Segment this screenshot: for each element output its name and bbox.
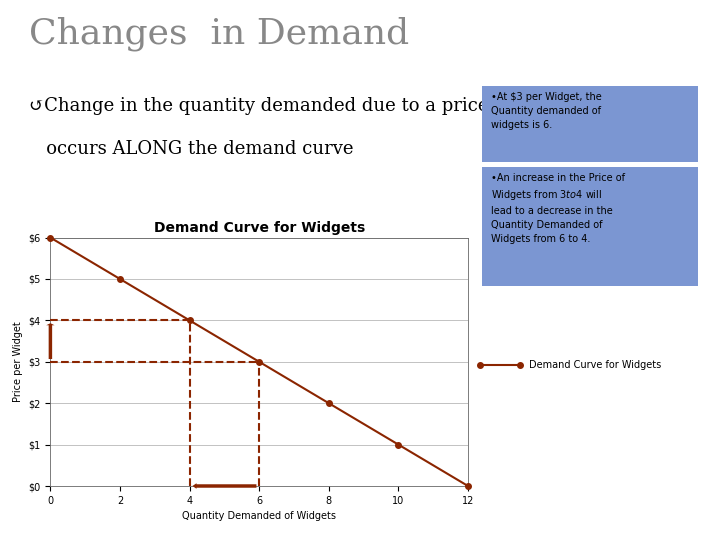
Text: •An increase in the Price of
Widgets from $3 to $4 will
lead to a decrease in th: •An increase in the Price of Widgets fro… [491,173,625,244]
Text: occurs ALONG the demand curve: occurs ALONG the demand curve [29,140,354,158]
Y-axis label: Price per Widget: Price per Widget [13,321,23,402]
Text: Demand Curve for Widgets: Demand Curve for Widgets [528,360,661,369]
X-axis label: Quantity Demanded of Widgets: Quantity Demanded of Widgets [182,511,336,521]
Text: Changes  in Demand: Changes in Demand [29,16,409,51]
Text: •At $3 per Widget, the
Quantity demanded of
widgets is 6.: •At $3 per Widget, the Quantity demanded… [491,92,602,130]
Text: ↺Change in the quantity demanded due to a price change: ↺Change in the quantity demanded due to … [29,97,561,115]
Title: Demand Curve for Widgets: Demand Curve for Widgets [153,221,365,235]
